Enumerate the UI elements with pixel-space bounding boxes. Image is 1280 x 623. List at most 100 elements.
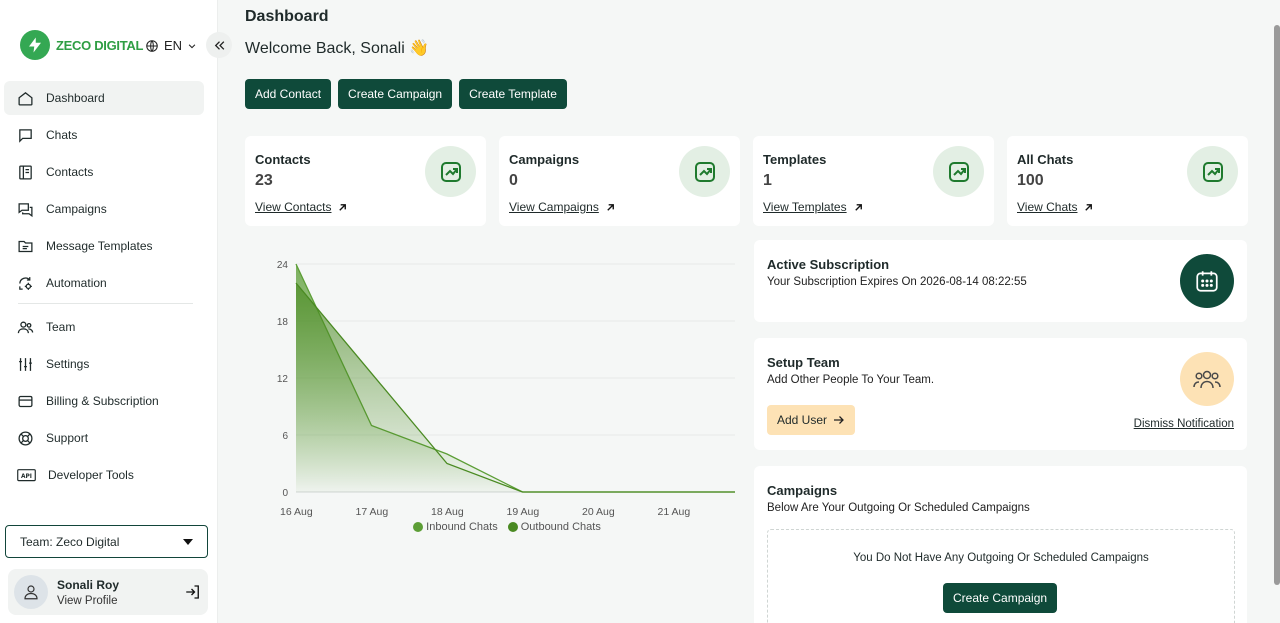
x-tick-label: 20 Aug [582, 506, 615, 518]
user-profile[interactable]: Sonali Roy View Profile [8, 569, 208, 615]
welcome-message: Welcome Back, Sonali 👋 [245, 40, 430, 57]
card-icon [18, 395, 33, 407]
users-icon [1180, 352, 1234, 406]
sidebar-item-chats[interactable]: Chats [4, 118, 204, 152]
stat-title: All Chats [1017, 152, 1074, 167]
page-title: Dashboard [245, 8, 329, 25]
sidebar-item-dashboard[interactable]: Dashboard [4, 81, 204, 115]
language-selector[interactable]: EN [145, 38, 197, 53]
sidebar-item-label: Team [46, 320, 76, 334]
chats-chart: 0 6 12 18 24 16 Aug 17 Aug 18 Aug 19 Aug 20 Aug 2… [232, 240, 737, 540]
create-campaign-button-secondary[interactable]: Create Campaign [943, 583, 1058, 613]
view-chats-link[interactable]: View Chats [1017, 200, 1094, 214]
add-user-button[interactable]: Add User [767, 405, 856, 435]
stat-link-label: View Contacts [255, 200, 332, 214]
add-user-label: Add User [777, 413, 828, 427]
trend-icon [679, 146, 730, 197]
active-subscription-card: Active Subscription Your Subscription Ex… [754, 240, 1247, 322]
legend-label: Outbound Chats [520, 521, 601, 533]
sidebar-item-label: Contacts [46, 165, 94, 179]
y-tick-label: 12 [277, 374, 289, 385]
add-contact-button[interactable]: Add Contact [245, 79, 332, 109]
x-tick-label: 19 Aug [507, 506, 540, 518]
team-icon [17, 321, 34, 333]
series-line-outbound [295, 282, 735, 493]
stat-value: 100 [1017, 172, 1044, 189]
stat-link-label: View Campaigns [509, 200, 599, 214]
sidebar-item-billing[interactable]: Billing & Subscription [4, 384, 204, 418]
trend-icon [933, 146, 984, 197]
stat-value: 23 [255, 172, 273, 189]
svg-text:API: API [21, 474, 32, 480]
sidebar-item-team[interactable]: Team [4, 310, 204, 344]
calendar-icon [1180, 254, 1234, 308]
stat-card-campaigns: Campaigns 0 View Campaigns [499, 136, 740, 226]
sidebar-item-developer-tools[interactable]: API Developer Tools [4, 458, 204, 492]
x-tick-label: 16 Aug [280, 506, 313, 518]
api-icon: API [17, 468, 36, 481]
sidebar-item-automation[interactable]: Automation [4, 266, 204, 300]
campaigns-card: Campaigns Below Are Your Outgoing Or Sch… [754, 466, 1247, 623]
setup-team-text: Add Other People To Your Team. [767, 374, 935, 386]
sidebar-item-label: Campaigns [46, 202, 107, 216]
card-title: Setup Team [767, 355, 840, 370]
campaigns-icon [18, 202, 33, 217]
sliders-icon [19, 357, 32, 371]
home-icon [18, 91, 33, 106]
sidebar-item-campaigns[interactable]: Campaigns [4, 192, 204, 226]
y-tick-label: 0 [282, 488, 288, 499]
subscription-expiry: Your Subscription Expires On 2026-08-14 … [767, 276, 1027, 288]
team-select-label: Team: Zeco Digital [20, 534, 120, 549]
x-tick-label: 18 Aug [431, 506, 464, 518]
main-content: Dashboard Welcome Back, Sonali 👋 Add Con… [218, 0, 1280, 623]
team-select[interactable]: Team: Zeco Digital [5, 525, 208, 558]
stat-link-label: View Chats [1017, 200, 1078, 214]
templates-icon [18, 240, 33, 252]
sidebar-nav: Dashboard Chats Contacts Campaigns Messa… [4, 81, 204, 495]
sidebar-item-label: Billing & Subscription [46, 394, 159, 408]
sidebar-item-message-templates[interactable]: Message Templates [4, 229, 204, 263]
logout-icon[interactable] [184, 583, 202, 601]
chart-legend: Inbound Chats Outbound Chats [232, 521, 737, 533]
create-campaign-button[interactable]: Create Campaign [338, 79, 453, 109]
create-template-button[interactable]: Create Template [459, 79, 567, 109]
trend-icon [1187, 146, 1238, 197]
series-area-outbound [296, 283, 735, 492]
legend-label: Inbound Chats [426, 521, 498, 533]
view-campaigns-link[interactable]: View Campaigns [509, 200, 616, 214]
sidebar-item-label: Dashboard [46, 91, 105, 105]
y-tick-label: 24 [277, 260, 289, 271]
sidebar-item-support[interactable]: Support [4, 421, 204, 455]
automation-icon [19, 276, 32, 290]
chat-icon [19, 128, 32, 143]
legend-item-outbound[interactable]: Outbound Chats [507, 521, 601, 533]
stat-card-templates: Templates 1 View Templates [753, 136, 994, 226]
chevron-down-icon [188, 43, 196, 48]
profile-name: Sonali Roy [57, 577, 120, 592]
brand-logo[interactable]: ZECO DIGITAL [20, 30, 143, 60]
stat-title: Contacts [255, 152, 311, 167]
sidebar-item-contacts[interactable]: Contacts [4, 155, 204, 189]
stat-title: Templates [763, 152, 827, 167]
sidebar-item-settings[interactable]: Settings [4, 347, 204, 381]
nav-divider [18, 303, 193, 304]
card-title: Campaigns [767, 483, 838, 498]
arrow-right-icon [834, 416, 844, 424]
view-contacts-link[interactable]: View Contacts [255, 200, 348, 214]
sidebar-item-label: Message Templates [46, 239, 153, 253]
x-tick-label: 21 Aug [658, 506, 691, 518]
sidebar-item-label: Automation [46, 276, 107, 290]
collapse-sidebar-button[interactable] [206, 32, 232, 58]
page-scrollbar[interactable] [1274, 25, 1280, 585]
language-code: EN [164, 38, 183, 53]
view-templates-link[interactable]: View Templates [763, 200, 864, 214]
setup-team-card: Setup Team Add Other People To Your Team… [754, 338, 1247, 450]
legend-item-inbound[interactable]: Inbound Chats [413, 521, 498, 533]
arrow-up-right-icon [854, 203, 862, 211]
lightning-logo-icon [20, 30, 50, 60]
stat-value: 0 [509, 172, 518, 189]
dismiss-notification-link[interactable]: Dismiss Notification [1133, 418, 1234, 430]
sidebar-item-label: Developer Tools [48, 468, 134, 482]
view-profile-link[interactable]: View Profile [57, 594, 118, 607]
caret-down-icon [183, 538, 193, 545]
